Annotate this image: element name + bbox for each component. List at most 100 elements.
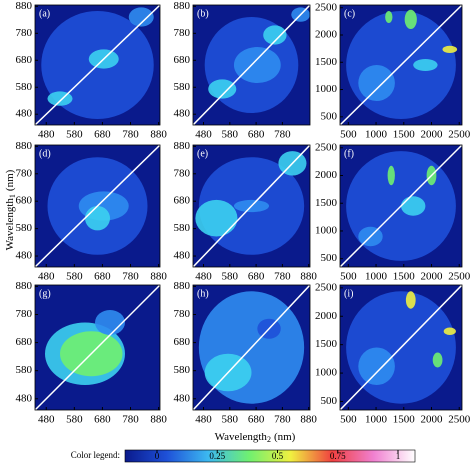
- x-tick-label: 480: [195, 414, 212, 426]
- diagonal: [35, 5, 160, 125]
- x-tick-label: 780: [122, 129, 139, 141]
- x-tick-label: 580: [66, 271, 83, 283]
- x-tick-label: 780: [122, 414, 139, 426]
- legend-tick-label: 0.75: [330, 451, 346, 461]
- y-axis-label: Wavelength1 (nm): [4, 169, 17, 250]
- y-tick-label: 880: [174, 0, 191, 12]
- x-tick-label: 880: [150, 129, 167, 141]
- x-tick-label: 2000: [421, 129, 444, 141]
- x-tick-label: 880: [300, 271, 317, 283]
- y-tick-label: 500: [321, 110, 338, 122]
- x-tick-label: 880: [150, 414, 167, 426]
- panel-frame: [192, 284, 311, 411]
- y-tick-label: 880: [16, 0, 33, 12]
- x-tick-label: 1000: [365, 129, 388, 141]
- x-tick-label: 480: [38, 414, 55, 426]
- x-tick-label: 580: [222, 271, 239, 283]
- heat-blob: [385, 11, 393, 23]
- diagonal: [340, 5, 462, 125]
- panel-label: (b): [197, 8, 209, 19]
- panel: [340, 285, 462, 410]
- x-tick-label: 1500: [393, 414, 416, 426]
- x-tick-label: 500: [340, 271, 357, 283]
- heat-blob: [443, 327, 456, 335]
- y-tick-label: 680: [174, 195, 191, 207]
- panel-label: (g): [39, 288, 51, 299]
- color-bar: [124, 449, 416, 463]
- y-tick-label: 580: [16, 81, 33, 93]
- y-tick-label: 1000: [315, 367, 338, 379]
- diagonal: [340, 145, 462, 267]
- panel-frame: [192, 144, 311, 268]
- legend-tick-label: 0.5: [272, 451, 284, 461]
- y-tick-label: 480: [174, 108, 191, 120]
- y-tick-label: 500: [321, 252, 338, 264]
- panel: [340, 145, 462, 267]
- panel: [193, 145, 310, 267]
- panel-label: (f): [344, 148, 354, 159]
- heat-blob: [413, 59, 438, 71]
- y-tick-label: 480: [16, 108, 33, 120]
- y-tick-label: 480: [16, 250, 33, 262]
- x-tick-label: 500: [340, 129, 357, 141]
- diagonal: [340, 285, 462, 410]
- panel: [193, 285, 310, 410]
- heat-blob: [233, 47, 281, 83]
- y-tick-label: 780: [16, 27, 33, 39]
- x-tick-label: 580: [66, 414, 83, 426]
- heat-blob: [401, 196, 426, 216]
- x-tick-label: 880: [150, 271, 167, 283]
- y-tick-label: 1500: [315, 56, 338, 68]
- y-tick-label: 780: [16, 308, 33, 320]
- x-tick-label: 500: [340, 414, 357, 426]
- y-tick-label: 480: [174, 250, 191, 262]
- y-tick-label: 2500: [315, 1, 338, 13]
- panel-frame: [192, 4, 311, 126]
- x-tick-label: 880: [300, 414, 317, 426]
- y-tick-label: 580: [174, 222, 191, 234]
- x-tick-label: 1000: [365, 414, 388, 426]
- diagonal: [35, 285, 160, 410]
- x-label-unit: (nm): [274, 431, 296, 443]
- diagonal: [193, 5, 310, 125]
- y-tick-label: 780: [16, 167, 33, 179]
- heat-blob: [432, 352, 443, 368]
- diagonal: [193, 285, 310, 410]
- x-tick-label: 680: [94, 271, 111, 283]
- panel: [193, 5, 310, 125]
- heat-blob: [358, 65, 395, 101]
- panel-frame: [34, 284, 161, 411]
- x-tick-label: 580: [222, 414, 239, 426]
- panel-label: (a): [39, 8, 50, 19]
- x-tick-label: 680: [94, 414, 111, 426]
- panel-frame: [339, 4, 463, 126]
- y-tick-label: 2000: [315, 310, 338, 322]
- y-tick-label: 2000: [315, 29, 338, 41]
- y-tick-label: 480: [16, 392, 33, 404]
- x-tick-label: 480: [38, 129, 55, 141]
- x-tick-label: 480: [195, 129, 212, 141]
- panel-frame: [34, 4, 161, 126]
- x-tick-label: 780: [274, 414, 291, 426]
- y-tick-label: 680: [16, 195, 33, 207]
- x-tick-label: 680: [94, 129, 111, 141]
- y-tick-label: 680: [174, 54, 191, 66]
- y-tick-label: 1500: [315, 338, 338, 350]
- panel-label: (i): [344, 288, 353, 299]
- x-tick-label: 780: [274, 271, 291, 283]
- x-tick-label: 680: [248, 414, 265, 426]
- y-tick-label: 2500: [315, 141, 338, 153]
- y-tick-label: 2500: [315, 281, 338, 293]
- y-tick-label: 680: [16, 336, 33, 348]
- y-tick-label: 880: [16, 280, 33, 292]
- panel: [340, 5, 462, 125]
- x-tick-label: 580: [66, 129, 83, 141]
- y-tick-label: 780: [174, 308, 191, 320]
- x-tick-label: 2000: [421, 271, 444, 283]
- x-tick-label: 1500: [393, 271, 416, 283]
- y-tick-label: 580: [16, 222, 33, 234]
- heat-blob: [387, 165, 395, 186]
- x-tick-label: 2500: [448, 129, 471, 141]
- legend-tick-label: 0: [155, 451, 160, 461]
